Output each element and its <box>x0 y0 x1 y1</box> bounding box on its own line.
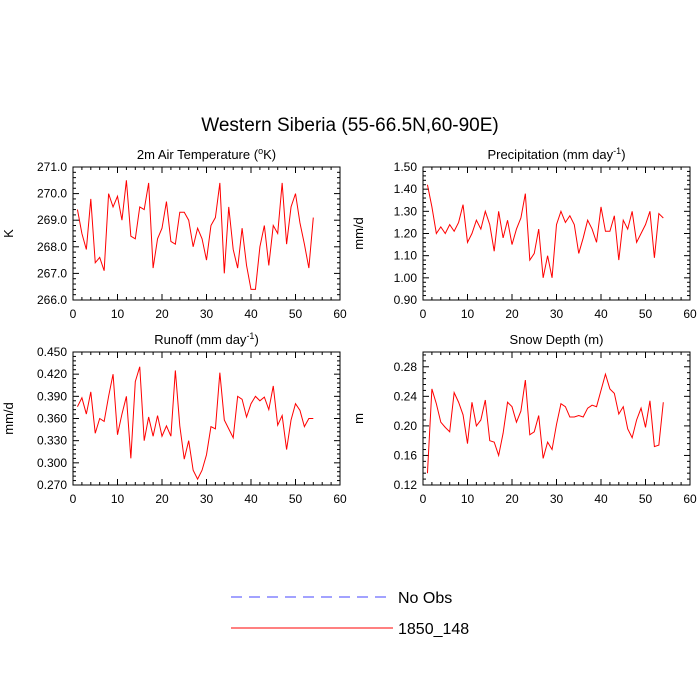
y-axis-label: mm/d <box>1 402 16 435</box>
x-tick-label: 20 <box>155 307 169 321</box>
y-tick-label: 0.300 <box>37 456 67 470</box>
x-tick-label: 20 <box>505 307 519 321</box>
x-tick-label: 10 <box>461 492 475 506</box>
y-tick-label: 0.360 <box>37 412 67 426</box>
x-tick-label: 30 <box>200 492 214 506</box>
panel-3: Runoff (mm day-1) mm/d 0 10 20 30 40 50 60 0.270 0… <box>1 331 347 506</box>
x-tick-label: 40 <box>244 307 258 321</box>
axis-ticks <box>72 166 341 301</box>
y-tick-label: 0.20 <box>394 419 418 433</box>
panel-title-superscript: -1 <box>246 331 254 341</box>
y-tick-label: 1.20 <box>394 227 418 241</box>
panel-1: 2m Air Temperature (oK) K 0 10 20 30 40 50 60 266… <box>1 146 347 321</box>
axis-ticks <box>422 166 691 301</box>
y-tick-label: 0.330 <box>37 434 67 448</box>
panel-2: Precipitation (mm day-1) mm/d 0 10 20 30 40 50 6… <box>351 146 697 321</box>
series-line-1 <box>426 184 664 278</box>
x-tick-label: 0 <box>70 307 77 321</box>
x-tick-label: 50 <box>289 492 303 506</box>
y-tick-label: 0.450 <box>37 345 67 359</box>
x-tick-label: 0 <box>70 492 77 506</box>
y-tick-label: 268.0 <box>37 240 67 254</box>
panel-title-end: K) <box>263 147 276 162</box>
figure-title: Western Siberia (55-66.5N,60-90E) <box>201 115 498 136</box>
x-tick-label: 0 <box>420 492 427 506</box>
panel-title: Runoff (mm day-1) <box>154 331 259 347</box>
series-line-1 <box>426 372 664 474</box>
x-tick-label: 10 <box>461 307 475 321</box>
y-tick-label: 1.50 <box>394 160 418 174</box>
y-axis-label: mm/d <box>351 217 366 250</box>
panel-title-superscript: -1 <box>613 146 621 156</box>
plot-frame <box>72 351 341 486</box>
y-tick-label: 267.0 <box>37 266 67 280</box>
axis-ticks <box>422 352 691 486</box>
x-tick-label: 10 <box>111 307 125 321</box>
x-tick-label: 40 <box>594 492 608 506</box>
x-tick-label: 10 <box>111 492 125 506</box>
x-tick-label: 60 <box>683 307 697 321</box>
y-tick-label: 0.28 <box>394 360 418 374</box>
y-tick-label: 0.390 <box>37 389 67 403</box>
y-tick-label: 1.00 <box>394 271 418 285</box>
x-tick-label: 60 <box>333 307 347 321</box>
panel-title-main: 2m Air Temperature ( <box>137 147 259 162</box>
y-tick-label: 266.0 <box>37 293 67 307</box>
series-line-1 <box>77 366 314 481</box>
x-tick-label: 0 <box>420 307 427 321</box>
y-tick-label: 271.0 <box>37 160 67 174</box>
plot-frame <box>422 351 691 486</box>
x-tick-label: 50 <box>289 307 303 321</box>
y-tick-label: 0.90 <box>394 293 418 307</box>
y-tick-label: 0.16 <box>394 448 418 462</box>
panel-title: Precipitation (mm day-1) <box>487 146 625 162</box>
panel-title-end: ) <box>254 332 258 347</box>
x-tick-label: 40 <box>244 492 258 506</box>
legend-label-1: No Obs <box>398 590 452 607</box>
x-tick-label: 30 <box>550 307 564 321</box>
panel-title-end: ) <box>621 147 625 162</box>
x-tick-label: 30 <box>200 307 214 321</box>
y-axis-label: K <box>1 229 16 238</box>
x-tick-label: 30 <box>550 492 564 506</box>
panel-title-main: Snow Depth (m) <box>510 332 604 347</box>
plot-frame <box>422 166 691 301</box>
panel-title-superscript: o <box>258 146 263 156</box>
y-tick-label: 269.0 <box>37 213 67 227</box>
x-tick-label: 20 <box>505 492 519 506</box>
x-tick-label: 50 <box>639 492 653 506</box>
y-tick-label: 0.270 <box>37 478 67 492</box>
x-tick-label: 60 <box>333 492 347 506</box>
legend: No Obs 1850_148 <box>231 590 469 638</box>
legend-label-2: 1850_148 <box>398 621 469 638</box>
y-tick-label: 1.30 <box>394 204 418 218</box>
axis-ticks <box>72 351 341 486</box>
plot-frame <box>72 166 341 301</box>
panel-title-main: Precipitation (mm day <box>487 147 613 162</box>
panel-title-main: Runoff (mm day <box>154 332 247 347</box>
y-tick-label: 0.420 <box>37 367 67 381</box>
panels: 2m Air Temperature (oK) K 0 10 20 30 40 50 60 266… <box>1 146 697 506</box>
panel-title: Snow Depth (m) <box>510 332 604 347</box>
series-line-1 <box>76 180 314 290</box>
x-tick-label: 40 <box>594 307 608 321</box>
panel-title: 2m Air Temperature (oK) <box>137 146 276 162</box>
x-tick-label: 60 <box>683 492 697 506</box>
x-tick-label: 20 <box>155 492 169 506</box>
y-tick-label: 0.12 <box>394 478 418 492</box>
panel-4: Snow Depth (m) m 0 10 20 30 40 50 60 0.12 0.16 0.20… <box>351 332 697 506</box>
y-tick-label: 270.0 <box>37 187 67 201</box>
y-tick-label: 1.40 <box>394 182 418 196</box>
y-tick-label: 1.10 <box>394 249 418 263</box>
y-axis-label: m <box>351 413 366 424</box>
y-tick-label: 0.24 <box>394 389 418 403</box>
x-tick-label: 50 <box>639 307 653 321</box>
